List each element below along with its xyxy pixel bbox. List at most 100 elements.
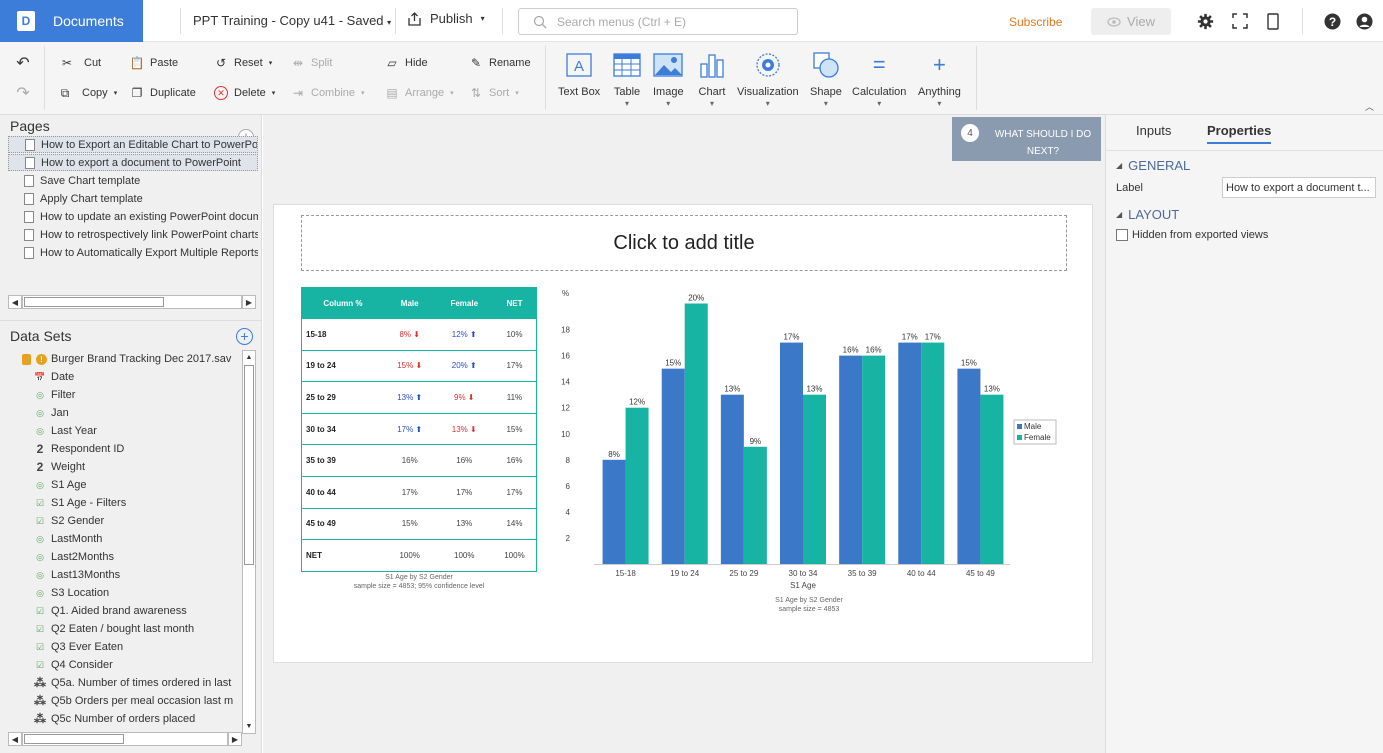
- variable-item[interactable]: ◎ Jan: [34, 404, 69, 422]
- cat-variable-icon: ◎: [36, 587, 44, 598]
- help-icon[interactable]: ?: [1323, 12, 1341, 30]
- table-cell: 17%: [435, 475, 493, 509]
- variable-item[interactable]: ◎ Last13Months: [34, 566, 120, 584]
- hide-button[interactable]: ▱ Hide: [385, 56, 427, 70]
- data-sets-vertical-scrollbar[interactable]: ▲ ▼: [242, 350, 256, 734]
- visualization-button[interactable]: Visualization ▾: [737, 50, 799, 108]
- undo-button[interactable]: ↶: [16, 55, 30, 72]
- multi-variable-icon: ☑: [35, 605, 45, 616]
- hidden-from-exported-views-option[interactable]: Hidden from exported views: [1116, 229, 1268, 241]
- copy-button[interactable]: ⧉ Copy ▾: [58, 86, 118, 100]
- split-button[interactable]: ⇹ Split: [291, 56, 332, 70]
- sort-button[interactable]: ⇅ Sort ▾: [469, 86, 519, 100]
- scroll-left-icon[interactable]: ◀: [8, 732, 22, 746]
- collapse-ribbon-icon[interactable]: ︿: [1365, 102, 1375, 112]
- scroll-down-icon[interactable]: ▼: [245, 723, 253, 730]
- variable-item[interactable]: ☑ Q3 Ever Eaten: [34, 638, 123, 656]
- variable-item[interactable]: ☑ S2 Gender: [34, 512, 104, 530]
- scroll-right-icon[interactable]: ▶: [242, 295, 256, 309]
- variable-item[interactable]: ◎ LastMonth: [34, 530, 102, 548]
- rename-button[interactable]: ✎ Rename: [469, 56, 531, 70]
- calculation-button[interactable]: = Calculation ▾: [852, 50, 906, 108]
- variable-label: Q5c Number of orders placed: [51, 713, 196, 725]
- variable-item[interactable]: 📅 Date: [34, 368, 74, 386]
- anything-button[interactable]: + Anything ▾: [918, 50, 961, 108]
- page-item[interactable]: How to Export an Editable Chart to Power…: [8, 136, 258, 153]
- mobile-view-icon[interactable]: [1264, 12, 1282, 30]
- label-input[interactable]: How to export a document t...: [1222, 177, 1376, 198]
- page-item[interactable]: Apply Chart template: [8, 190, 258, 207]
- scroll-up-icon[interactable]: ▲: [245, 354, 253, 361]
- variable-item[interactable]: ⁂ Q5b Orders per meal occasion last m: [34, 692, 233, 710]
- text-box-button[interactable]: A Text Box: [558, 50, 600, 98]
- cell-value: 15%: [401, 519, 418, 529]
- hidden-from-exported-views-checkbox[interactable]: [1116, 229, 1128, 241]
- slide-title-placeholder[interactable]: Click to add title: [301, 215, 1067, 271]
- user-account-icon[interactable]: [1355, 12, 1373, 30]
- tab-properties[interactable]: Properties: [1207, 123, 1272, 144]
- text-box-icon: A: [564, 50, 594, 80]
- variable-item[interactable]: ☑ Q1. Aided brand awareness: [34, 602, 187, 620]
- publish-button[interactable]: Publish ▾: [407, 11, 485, 26]
- cell-value: 17%: [456, 487, 473, 497]
- chevron-down-icon: ▾: [877, 99, 882, 108]
- view-button[interactable]: View: [1091, 8, 1171, 35]
- general-section-header[interactable]: ◢ GENERAL: [1116, 158, 1190, 173]
- table-button[interactable]: Table ▾: [612, 50, 642, 108]
- tab-inputs[interactable]: Inputs: [1136, 123, 1172, 138]
- variable-item[interactable]: ⁂ Q5c Number of orders placed: [34, 710, 195, 728]
- slide-page[interactable]: Click to add title Column % Male Female NET…: [273, 204, 1093, 663]
- variable-item[interactable]: ☑ Q4 Consider: [34, 656, 113, 674]
- cut-button[interactable]: ✂ Cut: [60, 56, 101, 70]
- gear-icon[interactable]: [1196, 12, 1214, 30]
- cell-value: 35 to 39: [306, 456, 336, 466]
- reset-button[interactable]: ↺ Reset ▾: [214, 56, 272, 70]
- duplicate-button[interactable]: ❐ Duplicate: [130, 86, 196, 100]
- search-menus-input[interactable]: Search menus (Ctrl + E): [518, 8, 798, 35]
- variable-item[interactable]: 2 Weight: [34, 458, 85, 476]
- variable-item[interactable]: ☑ Q2 Eaten / bought last month: [34, 620, 194, 638]
- arrange-button[interactable]: ▤ Arrange ▾: [385, 86, 453, 100]
- image-button[interactable]: Image ▾: [653, 50, 684, 108]
- layout-section-header[interactable]: ◢ LAYOUT: [1116, 207, 1179, 222]
- scroll-right-icon[interactable]: ▶: [228, 732, 242, 746]
- data-label: 20%: [688, 294, 704, 303]
- variable-item[interactable]: 2 Respondent ID: [34, 440, 125, 458]
- scroll-left-icon[interactable]: ◀: [8, 295, 22, 309]
- variable-item[interactable]: ☑ S1 Age - Filters: [34, 494, 126, 512]
- page-item[interactable]: Save Chart template: [8, 172, 258, 189]
- redo-button[interactable]: ↷: [16, 85, 30, 102]
- chart-button[interactable]: Chart ▾: [697, 50, 727, 108]
- scrollbar-thumb[interactable]: [24, 297, 164, 307]
- what-should-i-do-next-button[interactable]: 4 WHAT SHOULD I DO NEXT?: [952, 117, 1101, 161]
- data-label: 17%: [925, 333, 941, 342]
- variable-item[interactable]: ◎ Last Year: [34, 422, 97, 440]
- crosstab-table[interactable]: Column % Male Female NET 15-18 8% ⬇ 12% ⬆ 10% 1…: [301, 287, 537, 572]
- pages-horizontal-scrollbar[interactable]: [22, 295, 242, 309]
- data-file-item[interactable]: ! Burger Brand Tracking Dec 2017.sav: [22, 350, 231, 368]
- documents-button[interactable]: D Documents: [0, 0, 143, 42]
- fullscreen-icon[interactable]: [1231, 12, 1249, 30]
- add-data-set-icon[interactable]: +: [236, 328, 253, 345]
- equals-icon: =: [872, 52, 886, 77]
- variable-item[interactable]: ◎ S1 Age: [34, 476, 86, 494]
- scrollbar-thumb[interactable]: [244, 365, 254, 565]
- shape-button[interactable]: Shape ▾: [810, 50, 842, 108]
- paste-button[interactable]: 📋 Paste: [130, 56, 179, 70]
- data-sets-horizontal-scrollbar[interactable]: [22, 732, 228, 746]
- page-item[interactable]: How to export a document to PowerPoint: [8, 154, 258, 171]
- column-chart[interactable]: % 2 4 6 8 10 12 14 16 18 8% 12% 15-18 15% 20% 19 to 24 1…: [554, 287, 1074, 617]
- document-title-menu[interactable]: PPT Training - Copy u41 - Saved ▾: [193, 13, 391, 28]
- variable-item[interactable]: ◎ Filter: [34, 386, 75, 404]
- combine-button[interactable]: ⇥ Combine ▾: [291, 86, 365, 100]
- page-item[interactable]: How to Automatically Export Multiple Rep…: [8, 244, 258, 261]
- page-item[interactable]: How to retrospectively link PowerPoint c…: [8, 226, 258, 243]
- numgrid-variable-icon: ⁂: [34, 712, 46, 726]
- page-item[interactable]: How to update an existing PowerPoint doc…: [8, 208, 258, 225]
- variable-item[interactable]: ◎ Last2Months: [34, 548, 114, 566]
- scrollbar-thumb[interactable]: [24, 734, 124, 744]
- variable-item[interactable]: ⁂ Q5a. Number of times ordered in last: [34, 674, 231, 692]
- delete-button[interactable]: ✕ Delete ▾: [214, 86, 275, 100]
- subscribe-link[interactable]: Subscribe: [1009, 15, 1063, 29]
- variable-item[interactable]: ◎ S3 Location: [34, 584, 109, 602]
